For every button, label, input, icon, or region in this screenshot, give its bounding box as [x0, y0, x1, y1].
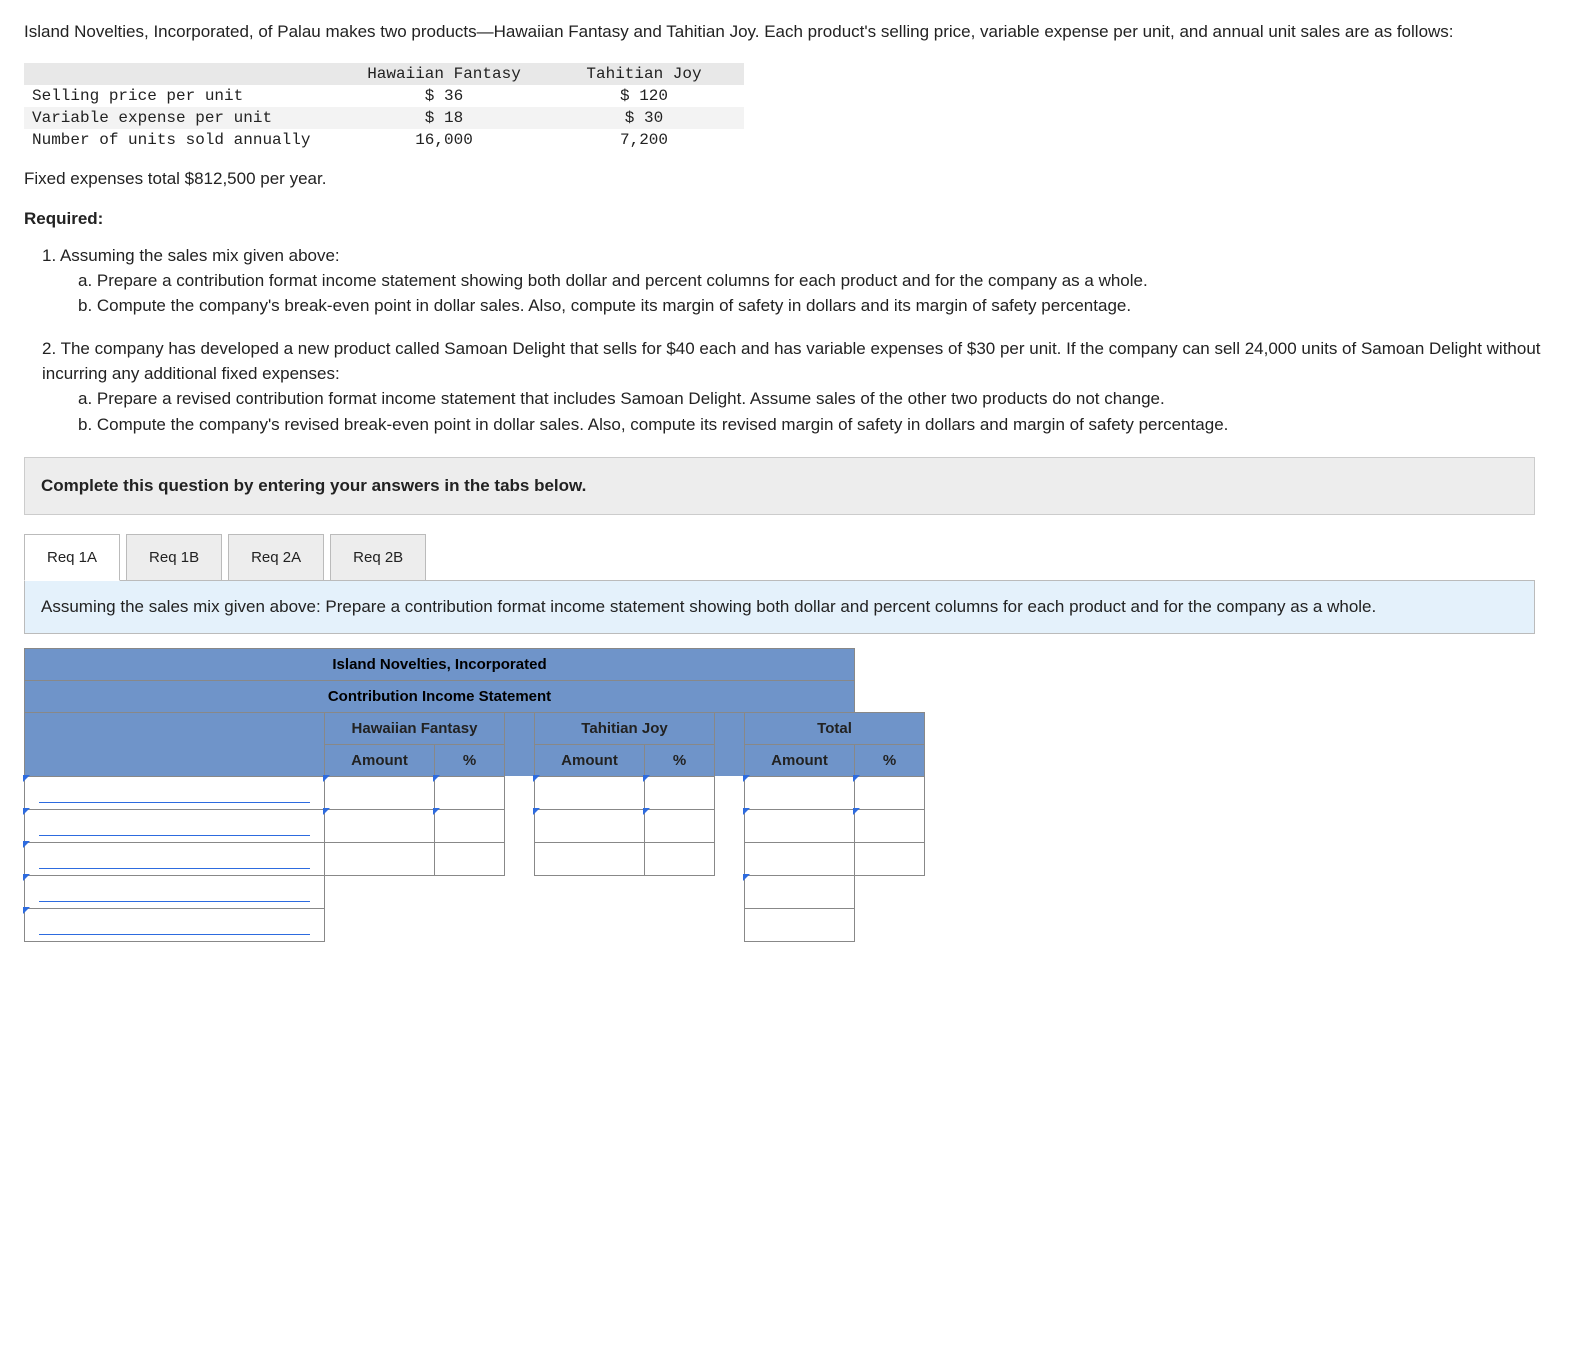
ans-t-pct: % [645, 744, 715, 776]
ans-tot-pct: % [855, 744, 925, 776]
req1-text: 1. Assuming the sales mix given above: [42, 243, 1550, 268]
ans-row5-t-amt [535, 908, 645, 941]
ans-row3-label-input[interactable] [39, 849, 311, 869]
ans-row5-h-pct [435, 908, 505, 941]
req2-text: 2. The company has developed a new produ… [42, 336, 1550, 386]
row-units-c1: 16,000 [344, 129, 544, 151]
col-hawaiian: Hawaiian Fantasy [344, 63, 544, 85]
ans-row4-t-amt [535, 875, 645, 908]
row-selling-c2: $ 120 [544, 85, 744, 107]
ans-row3-t-amt[interactable] [535, 842, 645, 875]
row-selling-c1: $ 36 [344, 85, 544, 107]
tabs-row: Req 1A Req 1B Req 2A Req 2B [24, 533, 1535, 580]
ans-row4-h-pct [435, 875, 505, 908]
ans-row3-t-pct[interactable] [645, 842, 715, 875]
ans-row1-t-amt[interactable] [535, 776, 645, 809]
row-units-label: Number of units sold annually [24, 129, 344, 151]
ans-row3-label[interactable] [25, 842, 325, 875]
tab-req-2b[interactable]: Req 2B [330, 534, 426, 581]
row-selling-label: Selling price per unit [24, 85, 344, 107]
required-heading: Required: [24, 209, 1550, 229]
ans-row5-h-amt [325, 908, 435, 941]
ans-h-amount: Amount [325, 744, 435, 776]
ans-row2-label-input[interactable] [39, 816, 311, 836]
ans-row3-h-pct[interactable] [435, 842, 505, 875]
tab-req-2a[interactable]: Req 2A [228, 534, 324, 581]
ans-group-hawaiian: Hawaiian Fantasy [325, 712, 505, 744]
ans-row1-h-pct[interactable] [435, 776, 505, 809]
answer-table: Island Novelties, Incorporated Contribut… [24, 648, 925, 942]
ans-title: Island Novelties, Incorporated [25, 648, 855, 680]
ans-row4-label[interactable] [25, 875, 325, 908]
ans-row3-tot-pct[interactable] [855, 842, 925, 875]
ans-group-tahitian: Tahitian Joy [535, 712, 715, 744]
ans-row2-t-amt[interactable] [535, 809, 645, 842]
req1b-text: b. Compute the company's break-even poin… [78, 293, 1550, 318]
row-varexp-c2: $ 30 [544, 107, 744, 129]
ans-row4-h-amt [325, 875, 435, 908]
req1a-text: a. Prepare a contribution format income … [78, 268, 1550, 293]
req2b-text: b. Compute the company's revised break-e… [78, 412, 1550, 437]
row-varexp-c1: $ 18 [344, 107, 544, 129]
req2a-text: a. Prepare a revised contribution format… [78, 386, 1550, 411]
ans-group-total: Total [745, 712, 925, 744]
ans-row2-tot-pct[interactable] [855, 809, 925, 842]
ans-subtitle: Contribution Income Statement [25, 680, 855, 712]
ans-row3-tot-amt[interactable] [745, 842, 855, 875]
ans-row4-label-input[interactable] [39, 882, 311, 902]
ans-t-amount: Amount [535, 744, 645, 776]
ans-row2-h-pct[interactable] [435, 809, 505, 842]
ans-row2-t-pct[interactable] [645, 809, 715, 842]
ans-row1-tot-amt[interactable] [745, 776, 855, 809]
ans-row1-h-amt[interactable] [325, 776, 435, 809]
problem-intro: Island Novelties, Incorporated, of Palau… [24, 20, 1550, 45]
ans-row4-t-pct [645, 875, 715, 908]
tab-req-1b[interactable]: Req 1B [126, 534, 222, 581]
ans-row5-label[interactable] [25, 908, 325, 941]
ans-row4-tot-amt[interactable] [745, 875, 855, 908]
product-data-table: Hawaiian Fantasy Tahitian Joy Selling pr… [24, 63, 744, 151]
col-tahitian: Tahitian Joy [544, 63, 744, 85]
ans-row5-t-pct [645, 908, 715, 941]
ans-row1-tot-pct[interactable] [855, 776, 925, 809]
ans-row1-label-input[interactable] [39, 783, 311, 803]
ans-row2-h-amt[interactable] [325, 809, 435, 842]
row-varexp-label: Variable expense per unit [24, 107, 344, 129]
instruction-band: Complete this question by entering your … [24, 457, 1535, 515]
tab-req-1a[interactable]: Req 1A [24, 534, 120, 581]
ans-h-pct: % [435, 744, 505, 776]
row-units-c2: 7,200 [544, 129, 744, 151]
ans-row2-tot-amt[interactable] [745, 809, 855, 842]
gap2 [715, 712, 745, 776]
blank-header [24, 63, 344, 85]
ans-row5-label-input[interactable] [39, 915, 311, 935]
ans-row5-tot-pct [855, 908, 925, 941]
req1-block: 1. Assuming the sales mix given above: a… [42, 243, 1550, 318]
ans-row2-label[interactable] [25, 809, 325, 842]
req2-block: 2. The company has developed a new produ… [24, 336, 1550, 437]
ans-row1-t-pct[interactable] [645, 776, 715, 809]
ans-tot-amount: Amount [745, 744, 855, 776]
gap1 [505, 712, 535, 776]
ans-row4-tot-pct [855, 875, 925, 908]
ans-row1-label[interactable] [25, 776, 325, 809]
ans-row5-tot-amt[interactable] [745, 908, 855, 941]
ans-row3-h-amt[interactable] [325, 842, 435, 875]
fixed-expenses-line: Fixed expenses total $812,500 per year. [24, 169, 1550, 189]
ans-label-head [25, 712, 325, 776]
tab-description: Assuming the sales mix given above: Prep… [24, 580, 1535, 634]
